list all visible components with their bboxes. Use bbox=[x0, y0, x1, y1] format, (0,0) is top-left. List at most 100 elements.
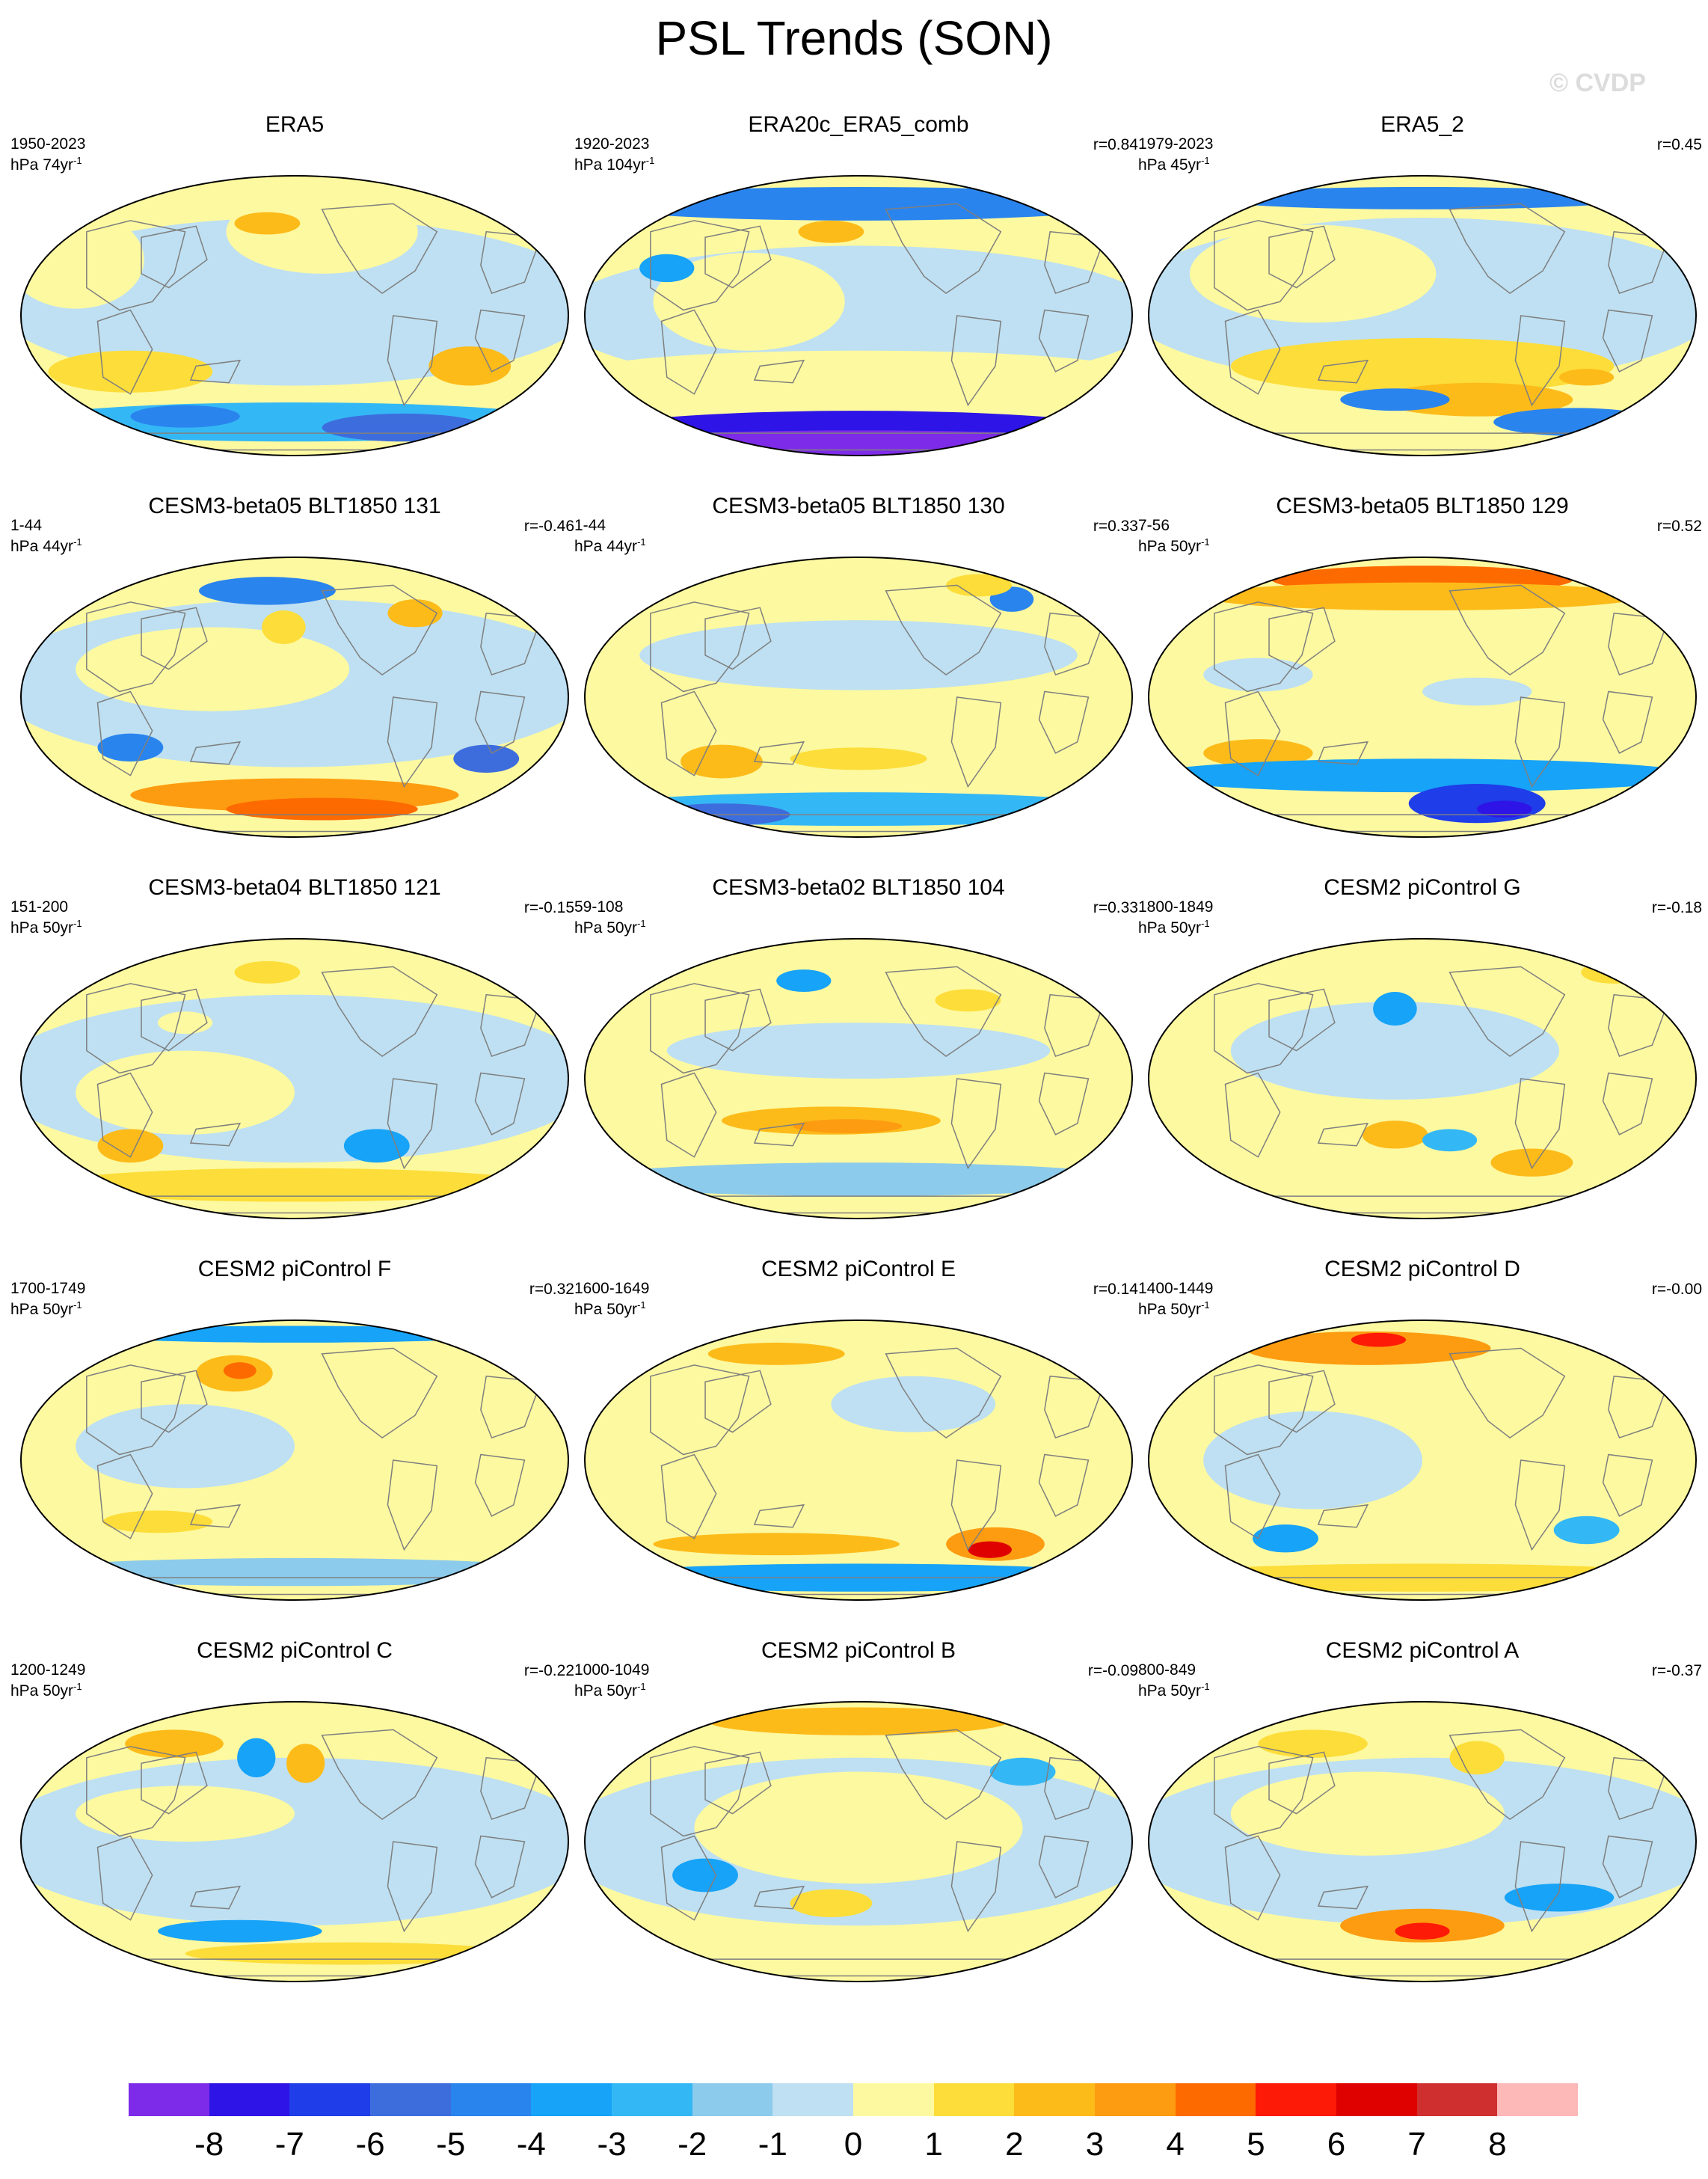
units-base: hPa 50yr bbox=[574, 1301, 638, 1318]
coastline-outline bbox=[189, 1504, 242, 1528]
trend-contour-region bbox=[97, 1129, 164, 1163]
colorbar-tick-labels: -8 -7 -6 -5 -4 -3 -2 -1 0 1 2 3 4 5 6 7 8 bbox=[0, 2126, 1708, 2171]
coastline-outline bbox=[1449, 203, 1566, 295]
trend-contour-region bbox=[1408, 783, 1546, 824]
trend-contour-region bbox=[286, 1744, 325, 1783]
coastline-outline bbox=[189, 741, 242, 765]
colorbar-swatch bbox=[933, 2083, 1015, 2116]
colorbar-swatch bbox=[1095, 2083, 1176, 2116]
trend-contour-region bbox=[226, 189, 418, 274]
units-base: hPa 50yr bbox=[10, 1301, 74, 1318]
map-border bbox=[20, 557, 569, 838]
coastline-outline bbox=[86, 1746, 186, 1837]
coastline-outline bbox=[1514, 1078, 1566, 1170]
trend-contour-region bbox=[1230, 1002, 1559, 1100]
coastline-outline bbox=[141, 1751, 208, 1815]
colorbar-swatch bbox=[853, 2083, 934, 2116]
colorbar-tick: 2 bbox=[1005, 2126, 1024, 2163]
trend-contour-region bbox=[666, 1023, 1051, 1079]
pattern-correlation: r=0.45 bbox=[1656, 136, 1702, 153]
pattern-correlation: r=-0.00 bbox=[1651, 1281, 1702, 1298]
panel-period-units: 1920-2023 hPa 104yr-1 bbox=[574, 136, 654, 174]
panel-title: CESM3-beta02 BLT1850 104 bbox=[712, 875, 1005, 900]
coastline-outline bbox=[1038, 1072, 1090, 1136]
psl-trend-map bbox=[1148, 938, 1697, 1219]
units-exponent: -1 bbox=[1201, 536, 1210, 548]
coastline-outline bbox=[950, 1078, 1002, 1170]
map-panel: CESM2 piControl F 1700-1749 hPa 50yr-1 r=0.… bbox=[10, 1257, 579, 1638]
colorbar-tick: 1 bbox=[924, 2126, 943, 2163]
psl-trend-map bbox=[20, 175, 569, 456]
pattern-correlation: r=-0.18 bbox=[1651, 899, 1702, 916]
map-panel: CESM2 piControl C 1200-1249 hPa 50yr-1 r=-0… bbox=[10, 1638, 579, 2020]
cvdp-watermark: © CVDP bbox=[1549, 69, 1646, 97]
units-base: hPa 74yr bbox=[10, 156, 74, 174]
coastline-outline bbox=[1514, 315, 1566, 407]
colorbar-swatch bbox=[1497, 2083, 1579, 2116]
map-panel: CESM2 piControl A 800-849 hPa 50yr-1 r=-0.3… bbox=[1138, 1638, 1707, 2020]
colorbar-tick: -3 bbox=[597, 2126, 627, 2163]
trend-contour-region bbox=[1230, 337, 1615, 394]
coastline-outline bbox=[96, 1835, 153, 1921]
coastline-outline bbox=[650, 1364, 750, 1456]
period-label: 1950-2023 bbox=[10, 135, 86, 153]
trend-contour-region bbox=[790, 747, 927, 770]
coastline-outline bbox=[474, 1835, 526, 1898]
trend-contour-region bbox=[585, 430, 1132, 456]
coastline-outline bbox=[321, 966, 438, 1058]
coastline-outline bbox=[1317, 1885, 1369, 1910]
psl-trend-map bbox=[1148, 1701, 1697, 1982]
trend-contour-region bbox=[76, 1326, 514, 1343]
trend-contour-region bbox=[1504, 1884, 1615, 1912]
map-border bbox=[1148, 175, 1697, 456]
coastline-outline bbox=[1317, 1504, 1369, 1528]
trend-contour-region bbox=[1340, 388, 1450, 411]
coastline-outline bbox=[1038, 690, 1090, 754]
colorbar-tick: 6 bbox=[1327, 2126, 1346, 2163]
trend-contour-region bbox=[1373, 992, 1417, 1026]
psl-trend-map bbox=[1148, 557, 1697, 838]
trend-contour-region bbox=[1490, 1148, 1573, 1177]
coastline-outline bbox=[1214, 1746, 1314, 1837]
coastline-outline bbox=[885, 966, 1002, 1058]
psl-trend-map bbox=[1148, 1320, 1697, 1601]
map-border bbox=[20, 175, 569, 456]
coastline-outline bbox=[189, 1885, 242, 1910]
trend-contour-region bbox=[1422, 1129, 1478, 1152]
pattern-correlation: r=-0.15 bbox=[523, 899, 574, 916]
coastline-outline bbox=[474, 1072, 526, 1136]
colorbar-swatch bbox=[370, 2083, 451, 2116]
coastline-outline bbox=[321, 203, 438, 295]
map-border bbox=[1148, 938, 1697, 1219]
coastline-outline bbox=[650, 220, 750, 311]
period-label: 1-44 bbox=[574, 517, 606, 534]
units-base: hPa 45yr bbox=[1138, 156, 1202, 174]
coastline-outline bbox=[474, 309, 526, 373]
coastline-outline bbox=[753, 1504, 805, 1528]
trend-contour-region bbox=[585, 186, 1132, 221]
trend-contour-region bbox=[776, 969, 832, 993]
coastline-outline bbox=[704, 988, 772, 1052]
trend-contour-region bbox=[237, 1738, 276, 1777]
coastline-outline bbox=[704, 225, 772, 289]
coastline-outline bbox=[321, 584, 438, 676]
coastline-outline bbox=[1224, 1072, 1281, 1158]
panel-period-units: 151-200 hPa 50yr-1 bbox=[10, 899, 82, 937]
coastline-outline bbox=[885, 203, 1002, 295]
coastline-outline bbox=[387, 696, 438, 788]
coastline-outline bbox=[1224, 1835, 1281, 1921]
pattern-correlation: r=0.32 bbox=[529, 1281, 574, 1298]
figure-title: PSL Trends (SON) bbox=[655, 11, 1053, 65]
coastline-outline bbox=[387, 1841, 438, 1933]
period-label: 151-200 bbox=[10, 898, 69, 916]
panel-period-units: 1000-1049 hPa 50yr-1 bbox=[574, 1662, 649, 1700]
colorbar-swatch bbox=[1014, 2083, 1096, 2116]
coastline-outline bbox=[1514, 696, 1566, 788]
units-exponent: -1 bbox=[73, 1299, 82, 1311]
trend-contour-region bbox=[1203, 739, 1313, 767]
trend-contour-region bbox=[1395, 1922, 1450, 1940]
trend-contour-region bbox=[793, 1119, 903, 1133]
trend-contour-region bbox=[707, 1707, 1010, 1735]
coastline-outline bbox=[660, 1072, 717, 1158]
trend-contour-region bbox=[185, 1942, 514, 1965]
